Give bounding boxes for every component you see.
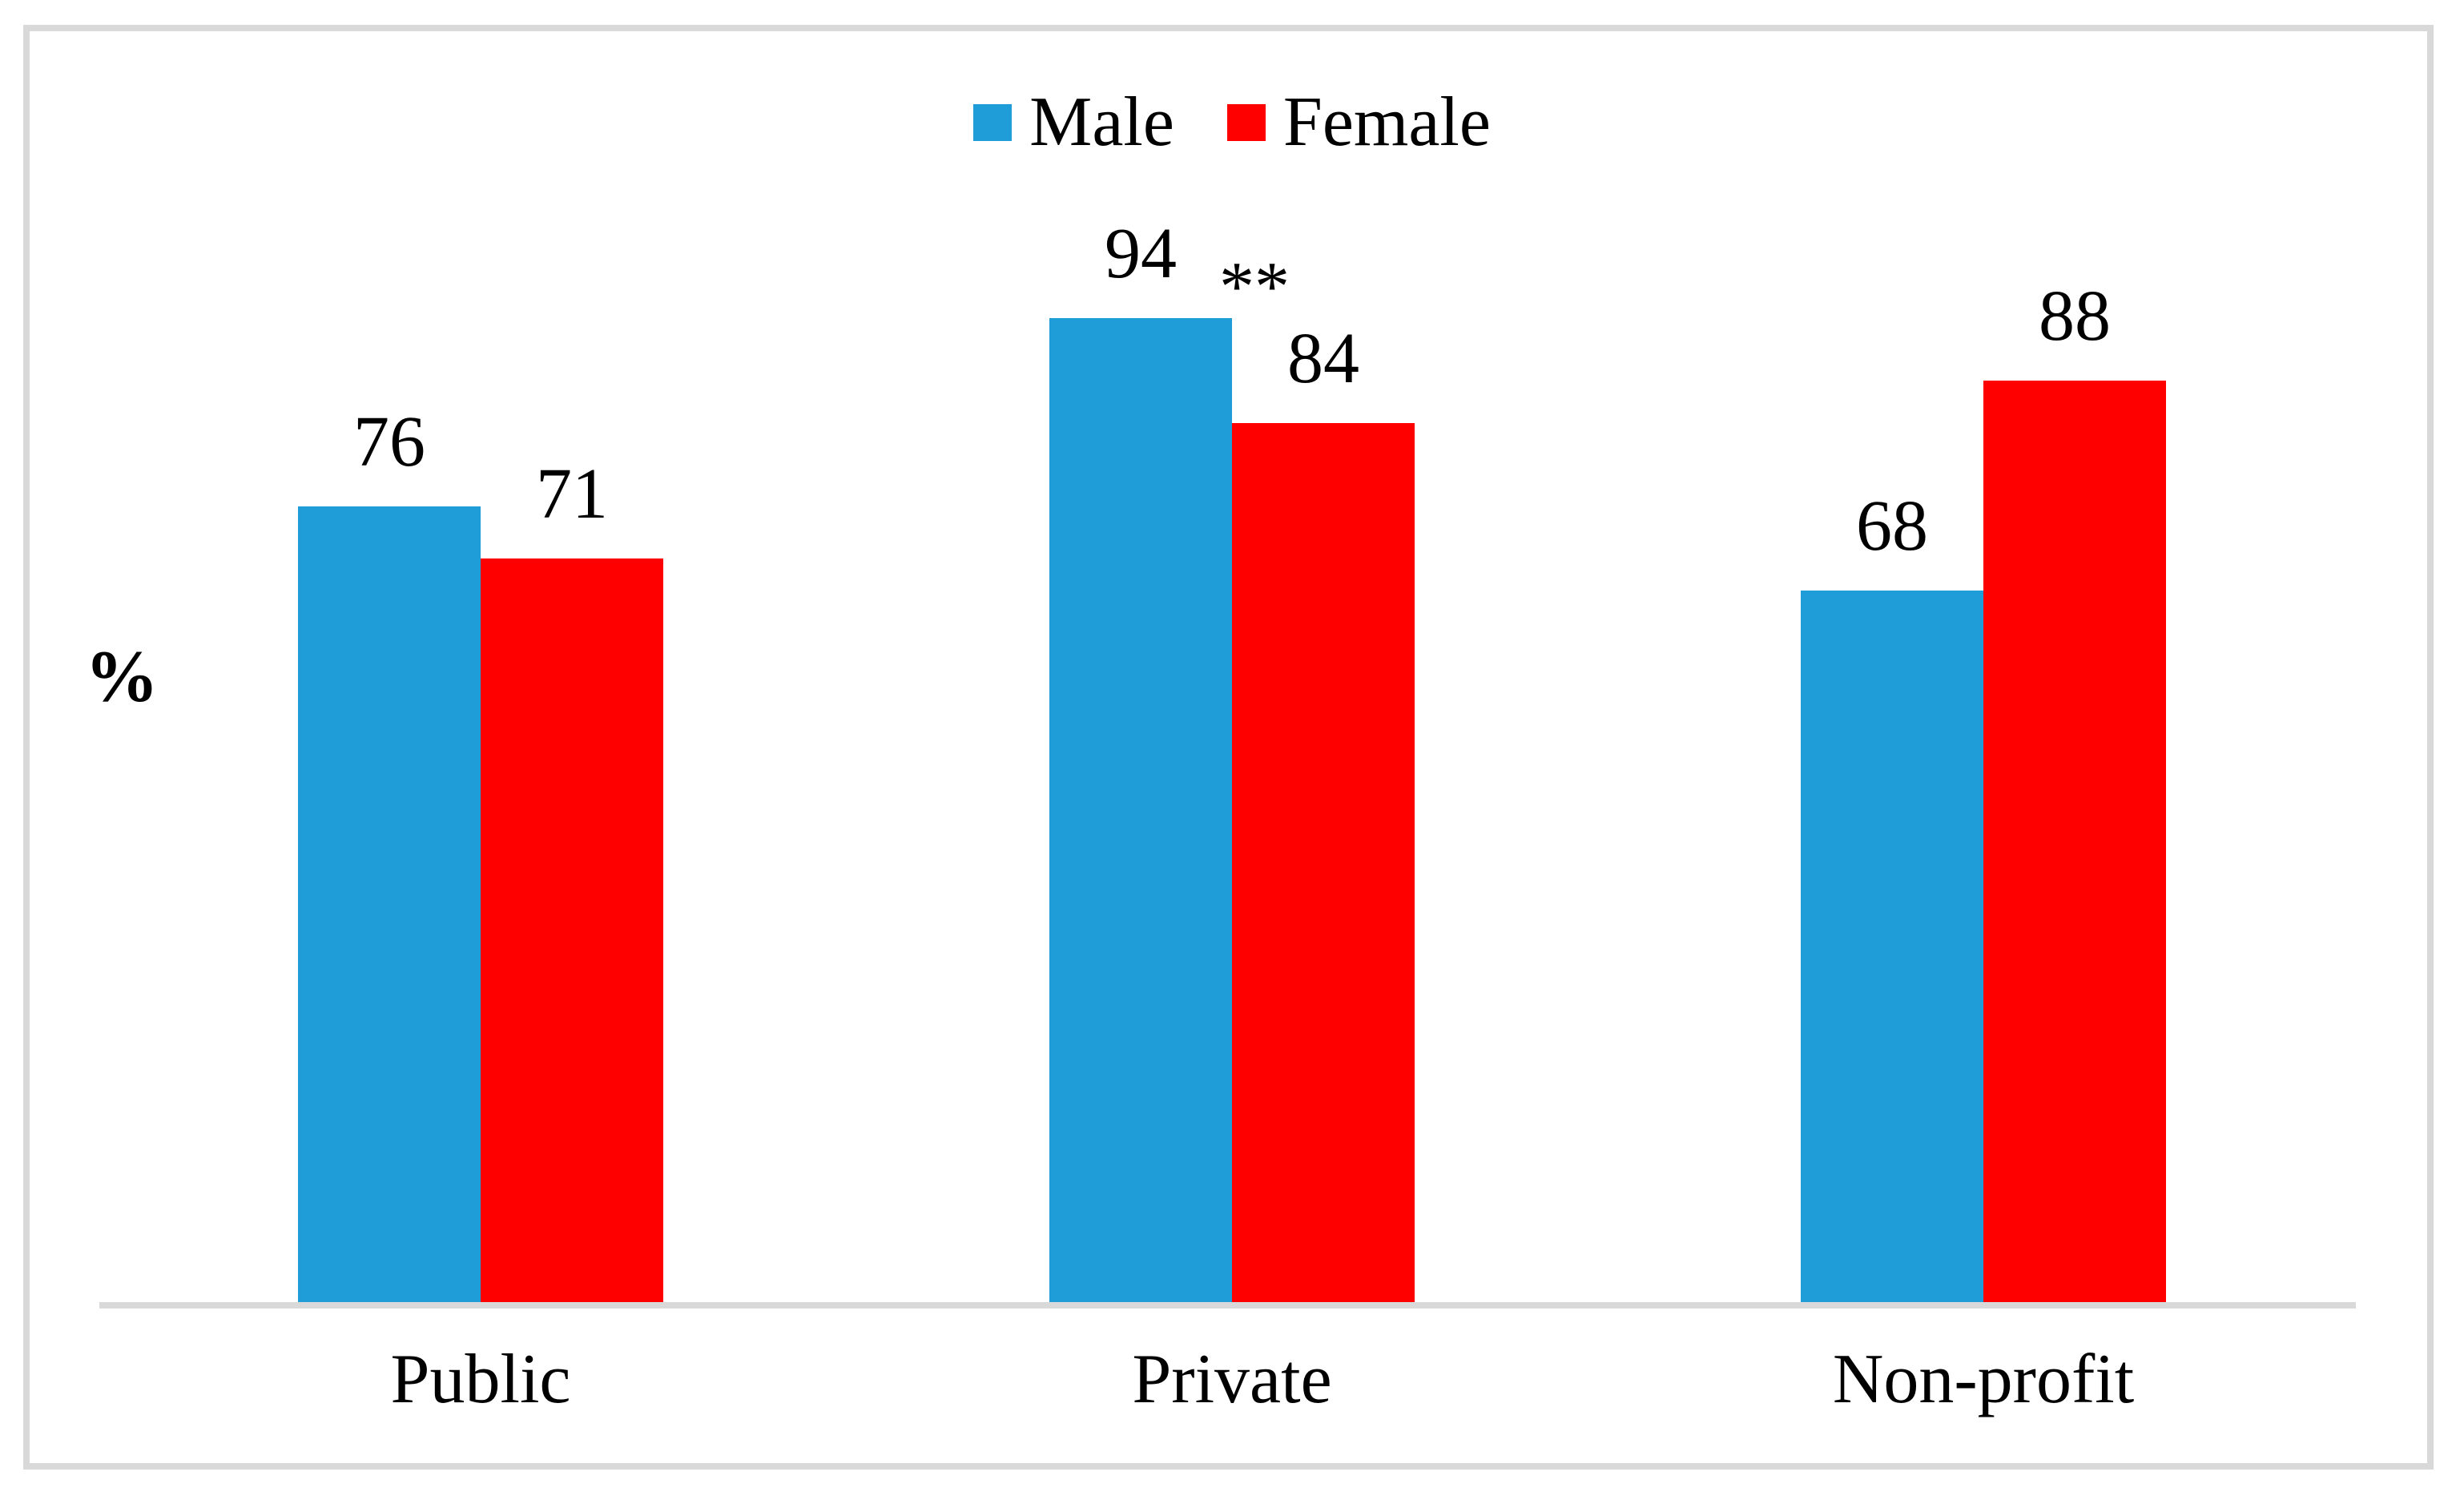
bar-female-private xyxy=(1232,423,1415,1302)
bar-value-label-male-non-profit: 68 xyxy=(1856,486,1928,566)
bar-value-label-male-public: 76 xyxy=(353,402,425,482)
bar-value-label-male-private: 94 xyxy=(1105,214,1177,293)
bar-value-label-female-public: 71 xyxy=(536,454,608,534)
legend-label-male: Male xyxy=(1029,83,1174,161)
bar-female-public xyxy=(481,558,663,1302)
bar-value-label-female-private: 84 xyxy=(1287,319,1359,398)
x-axis-category-label-non-profit: Non-profit xyxy=(1832,1341,2135,1418)
female-series-swatch-icon xyxy=(1226,104,1266,141)
male-series-swatch-icon xyxy=(973,104,1013,141)
x-axis-line xyxy=(99,1302,2356,1308)
bar-female-non-profit xyxy=(1983,381,2166,1302)
significance-annotation-private: ** xyxy=(1219,248,1290,326)
bar-male-non-profit xyxy=(1801,591,1983,1302)
y-axis-label: % xyxy=(85,635,159,717)
legend-item-male: Male xyxy=(973,87,1174,158)
bar-male-private xyxy=(1049,318,1232,1302)
x-axis-category-label-private: Private xyxy=(1132,1341,1332,1418)
x-axis-category-label-public: Public xyxy=(390,1341,571,1418)
legend: Male Female xyxy=(0,79,2464,167)
bar-value-label-female-non-profit: 88 xyxy=(2039,276,2111,356)
legend-item-female: Female xyxy=(1226,83,1491,161)
legend-label-female: Female xyxy=(1282,83,1491,161)
bar-male-public xyxy=(298,506,481,1302)
